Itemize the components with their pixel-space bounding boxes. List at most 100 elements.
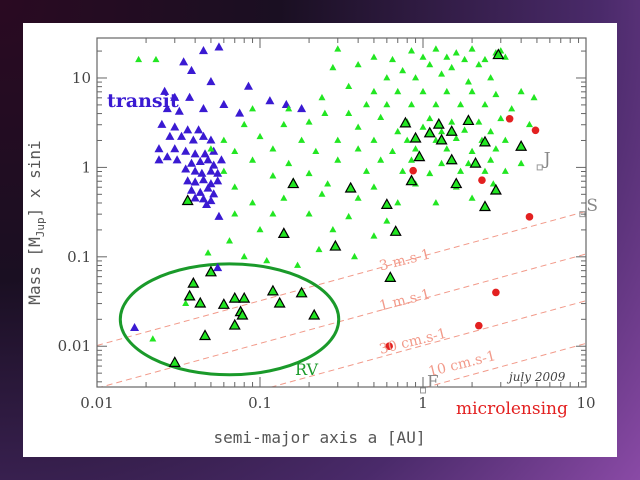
y-tick-label: 1: [81, 158, 91, 176]
rv-point: [412, 74, 420, 81]
rv-outlined-point: [194, 296, 207, 308]
transit-point: [170, 122, 180, 131]
x-tick-label: 0.01: [80, 394, 113, 412]
rv-point: [438, 159, 446, 167]
transit-point: [177, 131, 187, 140]
rv-point: [481, 55, 489, 63]
transit-point: [181, 164, 191, 173]
transit-point: [195, 156, 205, 166]
y-tick-label: 0.01: [58, 337, 91, 355]
rv-line-label: 1 m.s-1: [378, 286, 432, 314]
y-tick-label: 0.1: [67, 248, 91, 266]
rv-point: [457, 100, 465, 108]
transit-point: [206, 166, 216, 175]
transit-point: [154, 155, 164, 164]
rv-point: [135, 55, 143, 63]
rv-outlined-point: [228, 318, 241, 330]
rv-outlined-point: [389, 225, 402, 236]
rv-point: [426, 61, 434, 68]
transit-point: [198, 175, 208, 184]
rv-outlined-point: [238, 291, 251, 303]
rv-outlined-point: [295, 286, 308, 298]
rv-point: [354, 194, 362, 201]
rv-outlined-point: [329, 239, 342, 251]
microlensing-point: [409, 166, 417, 175]
rv-point: [240, 252, 248, 260]
rv-point: [345, 82, 353, 90]
rv-point: [419, 123, 427, 130]
rv-outlined-point: [380, 198, 393, 209]
transit-point: [187, 185, 197, 194]
transit-point: [183, 125, 193, 134]
rv-point: [334, 156, 342, 163]
rv-outlined-point: [423, 126, 436, 138]
rv-point: [492, 90, 500, 98]
rv-outlined-point: [445, 153, 458, 165]
transit-point: [181, 146, 191, 155]
rv-point: [475, 118, 483, 125]
rv-point: [370, 136, 378, 143]
rv-point: [280, 194, 288, 201]
rv-outlined-point: [462, 114, 475, 126]
rv-point: [329, 225, 337, 233]
rv-point: [269, 172, 277, 179]
rv-label: RV: [295, 360, 318, 379]
rv-point: [324, 180, 332, 187]
rv-point: [394, 199, 402, 206]
transit-point: [187, 65, 197, 74]
transit-point: [203, 183, 213, 192]
transit-label: transit: [107, 90, 179, 112]
rv-point: [399, 66, 407, 74]
rv-point: [517, 159, 525, 167]
rv-point: [426, 114, 434, 122]
rv-point: [305, 210, 313, 217]
transit-point: [130, 322, 140, 332]
rv-point: [419, 87, 427, 95]
rv-outlined-point: [399, 116, 412, 128]
rv-point: [407, 156, 415, 163]
rv-outlined-point: [277, 227, 290, 239]
rv-point: [256, 225, 264, 233]
rv-point: [407, 100, 415, 108]
rv-point: [432, 199, 440, 206]
rv-line-1: [97, 210, 586, 346]
rv-point: [312, 147, 320, 155]
rv-point: [383, 74, 391, 81]
rv-point: [383, 100, 391, 108]
rv-outlined-point: [478, 200, 491, 212]
transit-point: [170, 92, 180, 101]
axes: 0.01 0.1 1 10 0.01 0.1 1 10 semi-major axis a [A…: [25, 37, 596, 447]
rv-line-3: [269, 300, 586, 387]
rv-point: [285, 159, 293, 167]
rv-outlined-point: [435, 133, 448, 145]
rv-point: [149, 335, 157, 342]
rv-point: [468, 87, 476, 95]
rv-point: [370, 183, 378, 190]
transit-point: [235, 108, 245, 117]
rv-outlined-point: [432, 117, 445, 129]
transit-point: [213, 262, 223, 272]
transit-point: [179, 57, 189, 66]
rv-point: [468, 45, 476, 52]
transit-point: [188, 135, 198, 144]
rv-point: [389, 147, 397, 155]
rv-point: [394, 87, 402, 95]
rv-point: [443, 145, 451, 152]
microlensing-point: [505, 114, 514, 123]
rv-outlined-point: [287, 177, 300, 189]
x-axis-label: semi-major axis a [AU]: [214, 428, 426, 447]
rv-point: [220, 136, 228, 143]
transit-point: [200, 149, 210, 158]
transit-point: [209, 160, 219, 169]
rv-point: [334, 136, 342, 143]
transit-point: [162, 103, 172, 113]
rv-point: [305, 118, 313, 125]
rv-region-ellipse: [118, 262, 341, 377]
rv-point: [530, 93, 538, 101]
rv-point: [475, 61, 483, 68]
rv-point: [481, 100, 489, 108]
microlensing-point: [385, 342, 393, 351]
rv-point: [448, 63, 456, 71]
solar-planet-marker: [420, 387, 426, 394]
rv-point: [249, 156, 257, 163]
